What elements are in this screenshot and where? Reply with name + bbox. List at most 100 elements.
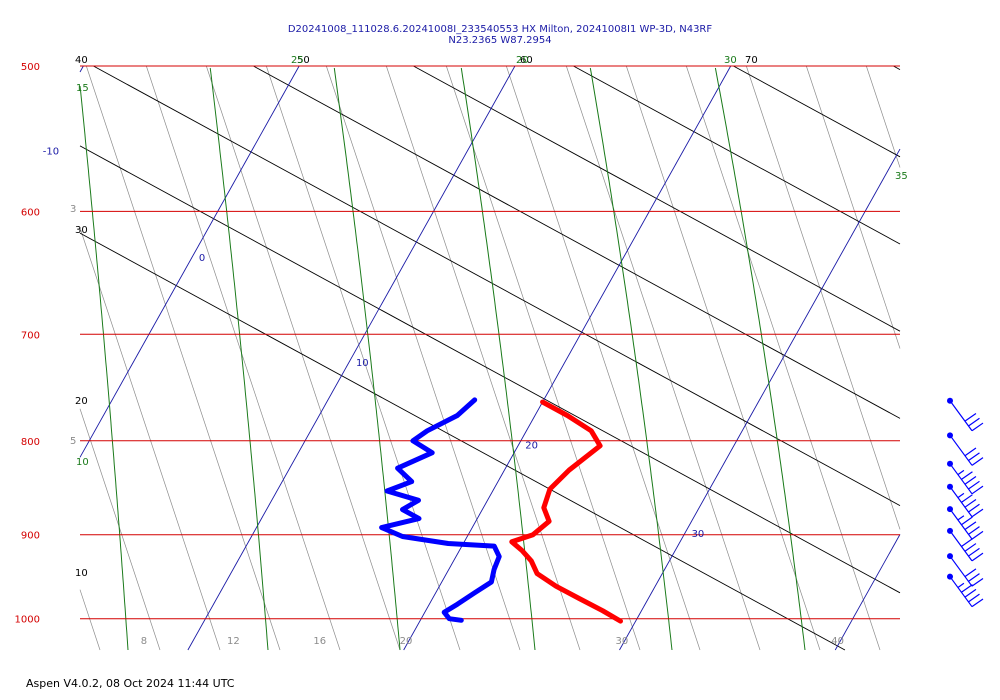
wind-barb-feather [968, 593, 980, 603]
mixing-ratio-label: 5 [70, 436, 76, 447]
wind-barb [947, 483, 984, 518]
dry-adiabat-label: 50 [297, 55, 310, 66]
wind-barb-feather [961, 584, 973, 593]
wind-barb-feather [964, 498, 977, 508]
mixing-ratio-line [265, 65, 461, 651]
wind-barb-feather [961, 471, 973, 480]
wind-barb-feather [964, 521, 977, 531]
dry-adiabat-label: 40 [75, 55, 88, 66]
wind-barb-feather [968, 417, 980, 427]
mixing-ratio-line [145, 65, 341, 651]
wind-barb-feather [961, 494, 973, 503]
mixing-ratio-line [79, 589, 101, 651]
mixing-ratio-line [445, 65, 641, 651]
wind-barb-feather [949, 434, 973, 466]
mixing-ratio-line [205, 65, 401, 651]
temperature-profile-line [509, 399, 623, 624]
isotherm-label: -10 [43, 146, 59, 157]
wind-barb-feather [971, 552, 984, 562]
pressure-tick-label: 700 [21, 330, 40, 341]
wind-barb-feather [957, 492, 965, 499]
moist-adiabat-line [714, 67, 806, 651]
moist-adiabat-line [209, 67, 269, 651]
wind-barb-feather [949, 400, 973, 432]
moist-adiabat-label: 15 [76, 83, 89, 94]
moist-adiabat-line [589, 67, 673, 651]
wind-barb-feather [957, 469, 965, 476]
wind-barb-feather [964, 543, 977, 552]
isotherm-label: 10 [356, 358, 369, 369]
wind-barb-feather [971, 457, 984, 466]
isotherm-label: 20 [525, 441, 538, 452]
wind-barb-feather [971, 577, 984, 587]
mixing-ratio-line [865, 65, 901, 168]
wind-barb-feather [971, 530, 984, 540]
bottom-scale-label: 16 [313, 636, 326, 647]
bottom-scale-label: 40 [831, 636, 844, 647]
dewpoint-profile-line [379, 397, 502, 623]
isotherm-line [834, 534, 901, 651]
dry-adiabat-line [893, 65, 901, 70]
wind-barb-feather [968, 503, 980, 513]
isotherm-line [79, 65, 300, 458]
wind-barb-feather [957, 582, 965, 588]
wind-barb-feather [949, 530, 973, 562]
mixing-ratio-line [505, 65, 701, 651]
mixing-ratio-line [625, 65, 821, 651]
wind-barb-feather [964, 412, 977, 422]
wind-barb-feather [968, 573, 980, 582]
wind-barb [947, 397, 984, 432]
wind-barb-feather [957, 515, 965, 521]
mixing-ratio-line [805, 65, 901, 349]
moist-adiabat-label: 20 [516, 55, 529, 66]
moist-adiabat-label: 35 [895, 171, 908, 182]
dry-adiabat-label: 60 [520, 55, 533, 66]
wind-barb [947, 553, 984, 587]
pressure-tick-label: 600 [21, 207, 40, 218]
dry-adiabat-line [253, 65, 901, 419]
mixing-ratio-label: 3 [70, 204, 76, 215]
isotherm-line [619, 148, 901, 651]
mixing-ratio-line [745, 65, 901, 530]
moist-adiabat-line [79, 85, 129, 651]
moist-adiabat-label: 30 [724, 55, 737, 66]
dry-adiabat-line [573, 65, 901, 245]
pressure-tick-label: 800 [21, 437, 40, 448]
pressure-tick-label: 1000 [15, 615, 40, 626]
dry-adiabat-line [93, 65, 901, 506]
bottom-scale-label: 30 [615, 636, 628, 647]
wind-barb-feather [964, 476, 977, 485]
pressure-tick-label: 500 [21, 62, 40, 73]
wind-barb-feather [968, 547, 980, 557]
mixing-ratio-line [325, 65, 521, 651]
wind-barb-feather [949, 576, 973, 608]
dry-adiabat-line [79, 145, 901, 594]
wind-barb-feather [961, 516, 973, 526]
wind-barb-feather [961, 538, 973, 547]
wind-barb-feather [964, 588, 977, 598]
wind-barb-feather [971, 422, 984, 432]
wind-barb-feather [949, 463, 973, 495]
mixing-ratio-line [85, 65, 281, 651]
wind-barb-feather [968, 452, 980, 462]
dry-adiabat-label: 10 [75, 568, 88, 579]
wind-barb-feather [968, 526, 980, 535]
isotherm-line [79, 65, 84, 73]
mixing-ratio-line [385, 65, 581, 651]
pressure-tick-label: 900 [21, 531, 40, 542]
wind-barb [947, 460, 984, 495]
dry-adiabat-label: 20 [75, 396, 88, 407]
wind-barb [947, 573, 984, 608]
wind-barb-feather [964, 447, 977, 457]
bottom-scale-label: 12 [227, 636, 240, 647]
moist-adiabat-label: 25 [291, 55, 304, 66]
bottom-scale-label: 8 [141, 636, 147, 647]
isotherm-line [187, 65, 516, 651]
wind-barb-feather [949, 508, 973, 540]
mixing-ratio-line [79, 408, 161, 651]
mixing-ratio-line [565, 65, 761, 651]
dry-adiabat-label: 70 [745, 55, 758, 66]
bottom-scale-label: 20 [400, 636, 413, 647]
wind-barb-feather [964, 568, 977, 578]
dry-adiabat-line [733, 65, 901, 158]
